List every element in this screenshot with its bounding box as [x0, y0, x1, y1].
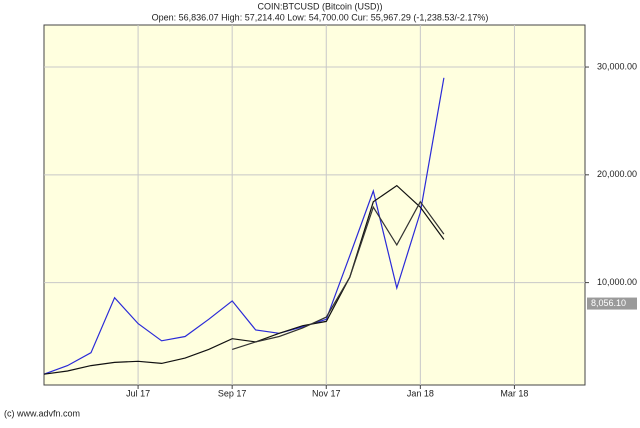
last-value-label: 8,056.10: [591, 298, 626, 308]
price-line: [232, 200, 445, 350]
plot-area: [43, 24, 586, 386]
y-tick-label: 10,000.00: [597, 277, 637, 287]
x-tick-label: Nov 17: [312, 388, 341, 398]
x-tick-label: Jan 18: [407, 388, 434, 398]
x-tick-label: Mar 18: [500, 388, 528, 398]
x-tick-label: Jul 17: [126, 388, 150, 398]
x-tick-label: Sep 17: [218, 388, 247, 398]
chart-subtitle: Open: 56,836.07 High: 57,214.40 Low: 54,…: [152, 12, 489, 22]
chart-title: COIN:BTCUSD (Bitcoin (USD)): [257, 1, 382, 11]
y-tick-label: 30,000.00: [597, 61, 637, 71]
y-tick-label: 20,000.00: [597, 169, 637, 179]
footer: (c) www.advfn.com: [4, 408, 80, 418]
price-line: [43, 77, 445, 375]
last-value-box: [587, 297, 637, 310]
price-line: [43, 184, 445, 375]
